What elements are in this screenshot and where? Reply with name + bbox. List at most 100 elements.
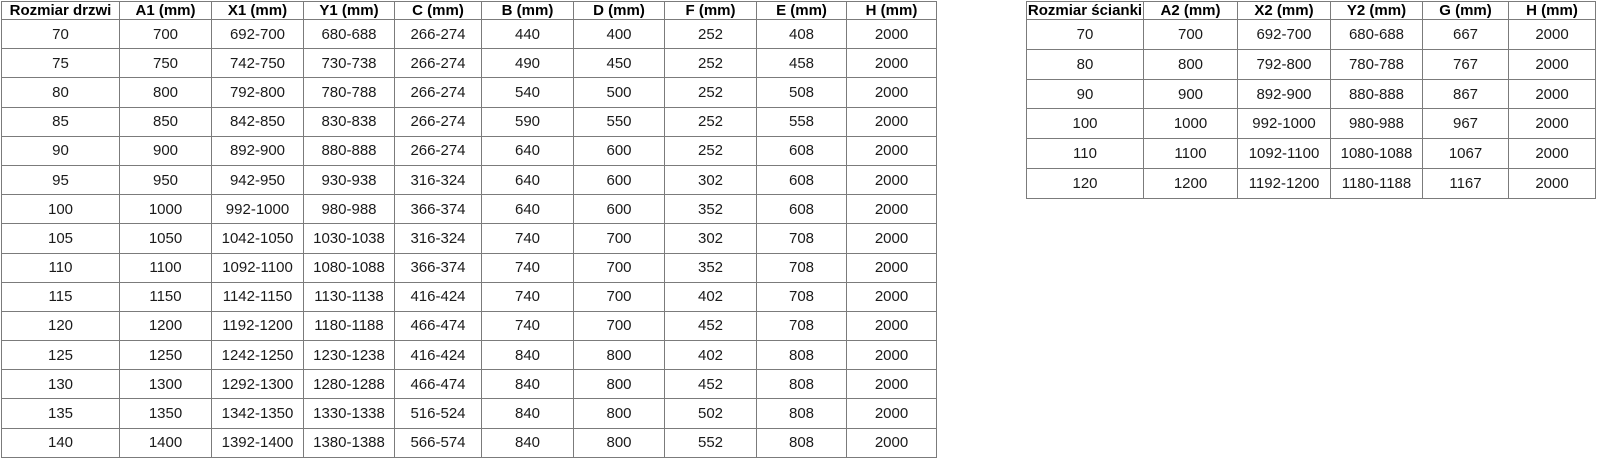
table-cell: 942-950 xyxy=(211,164,304,196)
table-cell: 2000 xyxy=(846,398,937,429)
table-cell: 1180-1188 xyxy=(303,310,395,342)
table-row: 110 1100 1092-1100 1080-1088 366-374 740 700 35… xyxy=(1,252,937,283)
table-cell: 252 xyxy=(664,48,757,79)
table-cell: 352 xyxy=(664,252,757,283)
table-cell: 800 xyxy=(119,77,212,108)
table-cell: 808 xyxy=(756,427,847,459)
table-cell: 1350 xyxy=(119,398,212,429)
table-cell: 800 xyxy=(1143,48,1238,80)
table-row: 90 900 892-900 880-888 266-274 640 600 252 608 20… xyxy=(1,135,937,166)
table-row: 135 1350 1342-1350 1330-1338 516-524 840 800 50… xyxy=(1,398,937,429)
table-cell: 590 xyxy=(481,106,574,137)
table-cell: 2000 xyxy=(846,106,937,137)
column-header: E (mm) xyxy=(756,1,847,20)
table-cell: 708 xyxy=(756,281,847,312)
table-cell: 992-1000 xyxy=(211,194,304,225)
table-cell: 800 xyxy=(573,340,665,371)
table-row: 90 900 892-900 880-888 867 2000 xyxy=(1026,78,1596,110)
table-cell: 600 xyxy=(573,164,665,196)
table-cell: 266-274 xyxy=(394,18,482,50)
table-cell: 75 xyxy=(1,48,120,79)
column-header: X2 (mm) xyxy=(1237,1,1331,20)
table-cell: 2000 xyxy=(846,223,937,254)
table-cell: 70 xyxy=(1,18,120,50)
table-cell: 892-900 xyxy=(1237,78,1331,110)
header-row: Rozmiar ścianki A2 (mm) X2 (mm) Y2 (mm) G (m… xyxy=(1026,1,1596,20)
table-cell: 550 xyxy=(573,106,665,137)
table-cell: 680-688 xyxy=(1330,19,1423,50)
table-cell: 700 xyxy=(573,223,665,254)
table-cell: 808 xyxy=(756,369,847,400)
table-cell: 767 xyxy=(1422,48,1509,80)
table-cell: 1092-1100 xyxy=(211,252,304,283)
table-cell: 1392-1400 xyxy=(211,427,304,459)
table-cell: 135 xyxy=(1,398,120,429)
table-cell: 85 xyxy=(1,106,120,137)
table-cell: 700 xyxy=(119,18,212,50)
table-cell: 842-850 xyxy=(211,106,304,137)
table-cell: 266-274 xyxy=(394,135,482,166)
table-cell: 2000 xyxy=(846,310,937,342)
table-cell: 608 xyxy=(756,164,847,196)
table-cell: 692-700 xyxy=(211,18,304,50)
table-cell: 490 xyxy=(481,48,574,79)
door-size-table: Rozmiar drzwi A1 (mm) X1 (mm) Y1 (mm) C (mm)… xyxy=(1,1,937,459)
table-cell: 708 xyxy=(756,223,847,254)
table-cell: 1092-1100 xyxy=(1237,138,1331,170)
table-cell: 692-700 xyxy=(1237,19,1331,50)
table-cell: 1200 xyxy=(119,310,212,342)
table-row: 100 1000 992-1000 980-988 967 2000 xyxy=(1026,108,1596,140)
column-header: Rozmiar drzwi xyxy=(1,1,120,20)
table-cell: 120 xyxy=(1,310,120,342)
table-cell: 2000 xyxy=(1508,168,1596,199)
table-cell: 608 xyxy=(756,135,847,166)
table-cell: 1100 xyxy=(119,252,212,283)
table-cell: 900 xyxy=(119,135,212,166)
table-cell: 1042-1050 xyxy=(211,223,304,254)
wall-panel-size-table: Rozmiar ścianki A2 (mm) X2 (mm) Y2 (mm) G (m… xyxy=(1026,1,1596,199)
table-row: 70 700 692-700 680-688 667 2000 xyxy=(1026,19,1596,50)
table-cell: 502 xyxy=(664,398,757,429)
column-header: X1 (mm) xyxy=(211,1,304,20)
table-cell: 80 xyxy=(1026,48,1144,80)
table-cell: 130 xyxy=(1,369,120,400)
column-header: Rozmiar ścianki xyxy=(1026,1,1144,20)
table-cell: 1192-1200 xyxy=(211,310,304,342)
table-cell: 950 xyxy=(119,164,212,196)
table-cell: 792-800 xyxy=(1237,48,1331,80)
table-cell: 742-750 xyxy=(211,48,304,79)
table-cell: 125 xyxy=(1,340,120,371)
table-cell: 252 xyxy=(664,106,757,137)
table-cell: 840 xyxy=(481,340,574,371)
table-cell: 1167 xyxy=(1422,168,1509,199)
table-cell: 2000 xyxy=(846,252,937,283)
table-cell: 1050 xyxy=(119,223,212,254)
table-cell: 402 xyxy=(664,281,757,312)
table-row: 95 950 942-950 930-938 316-324 640 600 302 608 20… xyxy=(1,164,937,196)
column-header: G (mm) xyxy=(1422,1,1509,20)
table-cell: 1280-1288 xyxy=(303,369,395,400)
table-cell: 2000 xyxy=(846,164,937,196)
table-row: 105 1050 1042-1050 1030-1038 316-324 740 700 30… xyxy=(1,223,937,254)
column-header: C (mm) xyxy=(394,1,482,20)
table-cell: 600 xyxy=(573,194,665,225)
table-cell: 2000 xyxy=(846,48,937,79)
table-row: 80 800 792-800 780-788 767 2000 xyxy=(1026,48,1596,80)
table-cell: 440 xyxy=(481,18,574,50)
table-cell: 1380-1388 xyxy=(303,427,395,459)
table-cell: 516-524 xyxy=(394,398,482,429)
table-cell: 1242-1250 xyxy=(211,340,304,371)
table-cell: 316-324 xyxy=(394,164,482,196)
table-cell: 780-788 xyxy=(1330,48,1423,80)
table-cell: 808 xyxy=(756,398,847,429)
table-cell: 1080-1088 xyxy=(1330,138,1423,170)
column-header: F (mm) xyxy=(664,1,757,20)
table-cell: 808 xyxy=(756,340,847,371)
table-cell: 640 xyxy=(481,164,574,196)
table-cell: 700 xyxy=(573,310,665,342)
table-cell: 980-988 xyxy=(303,194,395,225)
table-cell: 408 xyxy=(756,18,847,50)
table-cell: 600 xyxy=(573,135,665,166)
table-cell: 1180-1188 xyxy=(1330,168,1423,199)
table-cell: 70 xyxy=(1026,19,1144,50)
